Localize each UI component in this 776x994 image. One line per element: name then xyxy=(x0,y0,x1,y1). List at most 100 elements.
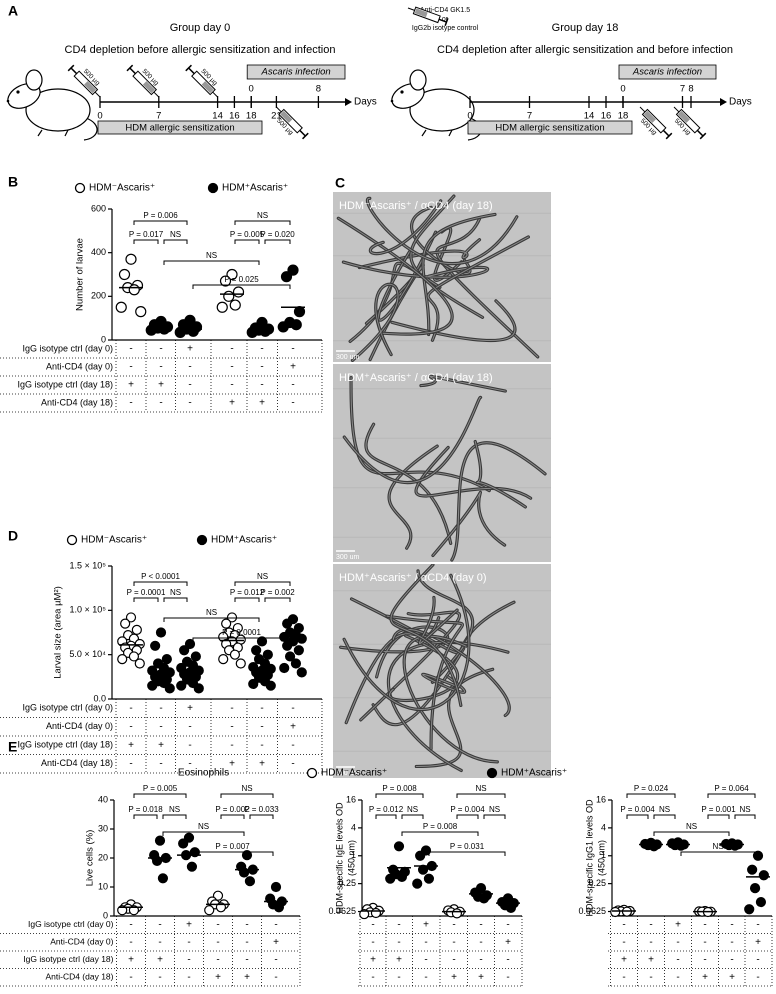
table-cell: - xyxy=(291,398,294,409)
table-cell: - xyxy=(703,954,706,965)
p-value-label: P = 0.008 xyxy=(382,784,417,793)
row-label: IgG isotype ctrl (day 0) xyxy=(22,703,113,713)
y-tick-label: 4 xyxy=(601,822,606,832)
table-cell: - xyxy=(260,740,263,751)
p-value-label: P = 0.006 xyxy=(143,211,178,220)
p-value-label: NS xyxy=(659,805,670,814)
mouse-tail xyxy=(83,117,98,141)
table-cell: - xyxy=(230,721,233,732)
table-cell: - xyxy=(291,344,294,355)
data-point xyxy=(157,873,169,884)
data-point xyxy=(265,680,276,691)
table-cell: + xyxy=(648,954,654,965)
y-tick-label: 40 xyxy=(98,794,108,804)
significance-bracket xyxy=(234,239,260,244)
data-point xyxy=(131,624,142,635)
p-value-label: P = 0.012 xyxy=(230,588,265,597)
y-tick-label: 0.25 xyxy=(338,878,356,888)
data-point xyxy=(251,645,262,656)
data-point xyxy=(244,876,256,887)
p-value-label: NS xyxy=(489,805,500,814)
significance-bracket xyxy=(234,581,291,586)
syringe-fluid xyxy=(201,81,214,94)
needle xyxy=(639,106,646,113)
table-cell: - xyxy=(260,344,263,355)
data-point xyxy=(174,326,186,338)
data-point xyxy=(241,849,253,861)
data-point xyxy=(279,662,290,674)
infection-box xyxy=(618,64,717,80)
data-point xyxy=(296,667,307,678)
table-cell: - xyxy=(730,919,733,930)
table-cell: - xyxy=(274,954,277,965)
y-axis-label: HDM-specific IgE levels OD xyxy=(334,802,344,914)
syringe: 500 µg xyxy=(639,106,673,140)
data-point xyxy=(296,633,307,644)
table-cell: - xyxy=(159,398,162,409)
data-point xyxy=(610,906,621,918)
group-subtitle: CD4 depletion after allergic sensitizati… xyxy=(437,44,733,56)
data-point xyxy=(117,653,128,665)
data-point xyxy=(229,649,241,660)
data-point xyxy=(150,640,161,651)
data-point xyxy=(423,873,435,884)
day-label: 18 xyxy=(246,111,257,122)
table-cell: + xyxy=(675,919,681,930)
infection-day-label: 0 xyxy=(620,84,625,95)
table-cell: + xyxy=(451,972,457,983)
data-point xyxy=(282,618,293,629)
syringe: 500 µg xyxy=(126,64,160,98)
infection-label: Ascaris infection xyxy=(261,67,331,78)
y-tick-label: 1.0 × 10⁵ xyxy=(69,605,106,615)
data-point xyxy=(749,883,761,894)
table-cell: - xyxy=(245,937,248,948)
data-point xyxy=(248,678,259,690)
data-point xyxy=(221,618,232,629)
significance-bracket xyxy=(163,239,188,244)
sensitization-box xyxy=(97,120,263,135)
data-point xyxy=(134,658,145,669)
data-point xyxy=(158,323,170,335)
p-value-label: NS xyxy=(206,251,217,260)
table-cell: - xyxy=(291,703,294,714)
significance-bracket xyxy=(133,239,159,244)
day-label: 0 xyxy=(97,111,102,122)
y-tick-label: 1 xyxy=(351,850,356,860)
table-cell: - xyxy=(622,937,625,948)
needle xyxy=(153,91,160,98)
data-point xyxy=(145,324,157,336)
worm-core xyxy=(411,206,471,274)
data-point xyxy=(226,612,238,623)
table-cell: + xyxy=(186,919,192,930)
y-axis-label: HDM-specific IgG1 levels OD xyxy=(584,799,594,917)
table-cell: - xyxy=(260,703,263,714)
table-cell: - xyxy=(676,954,679,965)
y-axis-label: Live cells (%) xyxy=(85,830,96,887)
table-cell: - xyxy=(291,740,294,751)
syringe-fluid xyxy=(142,81,155,94)
significance-bracket xyxy=(220,793,274,798)
worm-core xyxy=(432,491,506,556)
table-cell: + xyxy=(157,954,163,965)
y-tick-label: 400 xyxy=(91,247,106,257)
table-cell: - xyxy=(159,758,162,769)
y-tick-label: 0 xyxy=(101,334,106,344)
data-point xyxy=(385,873,396,884)
worms xyxy=(333,564,551,773)
data-point xyxy=(273,902,285,913)
table-cell: - xyxy=(159,703,162,714)
row-label: IgG isotype ctrl (day 0) xyxy=(22,343,113,353)
image-caption: HDM⁺Ascaris⁺ / αCD4 (day 18) xyxy=(339,372,493,384)
significance-bracket xyxy=(133,793,187,798)
legend-marker xyxy=(486,767,498,779)
data-point xyxy=(125,253,137,265)
panel-label: B xyxy=(8,174,18,190)
p-value-label: P = 0.004 xyxy=(450,805,485,814)
y-tick-label: 0.25 xyxy=(588,878,606,888)
significance-bracket xyxy=(162,814,187,819)
plunger xyxy=(438,18,447,23)
row-label: Anti-CD4 (day 18) xyxy=(45,972,113,982)
significance-bracket xyxy=(133,814,158,819)
mouse-body xyxy=(409,88,475,132)
table-cell: - xyxy=(622,972,625,983)
